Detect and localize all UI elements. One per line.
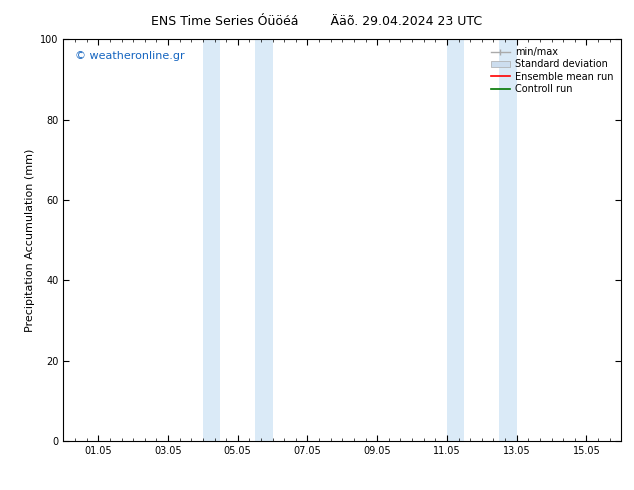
Text: ENS Time Series Óüöéá        Ääõ. 29.04.2024 23 UTC: ENS Time Series Óüöéá Ääõ. 29.04.2024 23… <box>152 15 482 28</box>
Bar <box>447 39 464 441</box>
Bar <box>203 39 221 441</box>
Bar <box>255 39 273 441</box>
Y-axis label: Precipitation Accumulation (mm): Precipitation Accumulation (mm) <box>25 148 35 332</box>
Bar <box>500 39 517 441</box>
Legend: min/max, Standard deviation, Ensemble mean run, Controll run: min/max, Standard deviation, Ensemble me… <box>488 44 616 97</box>
Text: © weatheronline.gr: © weatheronline.gr <box>75 51 184 61</box>
